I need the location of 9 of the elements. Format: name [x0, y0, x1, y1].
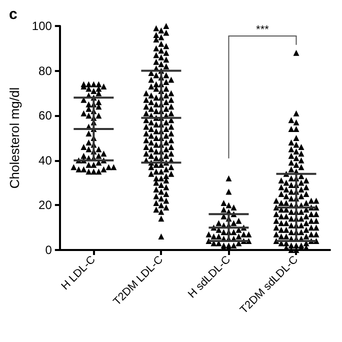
y-tick-label: 20: [38, 198, 52, 212]
y-tick-label: 60: [38, 108, 52, 123]
y-axis-title: Cholesterol mg/dl: [7, 87, 22, 189]
chart-title: c: [9, 6, 18, 23]
y-tick-label: 100: [32, 19, 52, 33]
y-tick-label: 40: [38, 153, 52, 168]
annotation: ***: [256, 24, 270, 36]
y-tick-label: 0: [45, 243, 52, 257]
y-tick-label: 80: [38, 64, 52, 78]
